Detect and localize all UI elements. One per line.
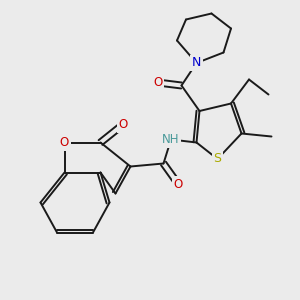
Text: O: O <box>60 136 69 149</box>
Text: S: S <box>214 152 221 166</box>
Text: O: O <box>153 76 162 89</box>
Text: O: O <box>174 178 183 191</box>
Text: N: N <box>192 56 201 70</box>
Text: O: O <box>118 118 127 131</box>
Text: NH: NH <box>162 133 180 146</box>
